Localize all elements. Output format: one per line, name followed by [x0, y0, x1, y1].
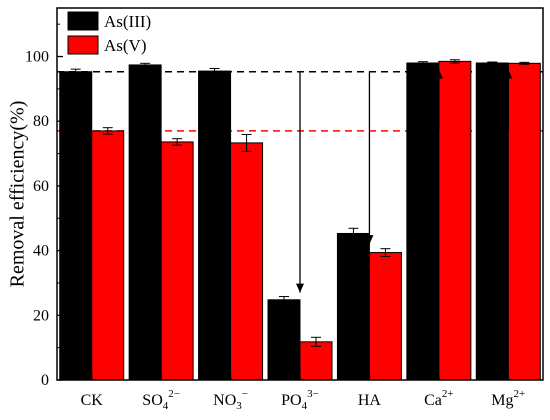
- annotation-arrow-4: [504, 69, 513, 131]
- bar-as3-2: [198, 70, 232, 381]
- error-bar-as5-1: [172, 138, 183, 146]
- error-bar-as3-3: [279, 296, 289, 304]
- y-tick-label: 80: [33, 113, 49, 130]
- x-tick-label-3: PO43−: [281, 388, 319, 412]
- error-bar-as3-2: [209, 67, 220, 75]
- bar-as3-5: [406, 62, 440, 381]
- annotation-arrow-3: [434, 69, 443, 131]
- x-tick-label-5: Ca2+: [424, 388, 454, 409]
- axis-layer: 0 20 40 60 80 100 CK SO42− NO3− PO43− HA Ca2+ Mg2+: [25, 23, 525, 412]
- x-tick-label-0: CK: [81, 392, 104, 409]
- y-tick-label: 0: [41, 372, 49, 389]
- error-bar-as3-5: [417, 61, 428, 65]
- arrow-head: [365, 235, 374, 245]
- x-tick-label-1: SO42−: [142, 388, 180, 412]
- legend-label-1: As(III): [104, 12, 151, 31]
- arrow-head: [296, 283, 304, 293]
- error-bar-as5-0: [102, 127, 113, 135]
- x-tick-label-6: Mg2+: [491, 388, 525, 409]
- annotation-arrow-1: [296, 71, 304, 293]
- bar-as5-0: [91, 130, 125, 381]
- error-bar-as3-0: [70, 68, 81, 75]
- error-bar-as5-6: [519, 61, 530, 65]
- legend-swatch-2: [67, 35, 99, 55]
- bar-as3-1: [128, 64, 162, 381]
- arrow-head: [504, 69, 513, 79]
- y-tick-label: 60: [33, 178, 49, 195]
- y-axis-title: Removal efficiency(%): [7, 101, 29, 288]
- bar-as3-4: [336, 232, 370, 381]
- legend: As(III) As(V): [67, 11, 151, 55]
- y-tick-label: 100: [25, 49, 49, 66]
- bar-as3-3: [267, 299, 301, 381]
- error-bar-as5-5: [449, 59, 460, 64]
- y-tick-label: 20: [33, 307, 49, 324]
- bar-as5-6: [507, 62, 541, 381]
- x-tick-label-4: HA: [358, 392, 382, 409]
- bar-as5-4: [368, 252, 402, 381]
- error-bar-as3-6: [487, 61, 498, 65]
- error-bar-as3-4: [348, 227, 359, 240]
- bar-as5-5: [438, 60, 472, 381]
- x-tick-label-2: NO3−: [213, 388, 248, 412]
- error-bar-as3-1: [140, 62, 151, 68]
- error-bar-as5-2: [241, 133, 252, 152]
- error-bar-as5-4: [380, 248, 391, 257]
- bar-as3-6: [475, 62, 509, 381]
- annotation-arrow-2: [365, 71, 374, 245]
- arrow-head: [434, 69, 443, 79]
- plot-layer: [57, 59, 543, 381]
- y-tick-label: 40: [33, 243, 49, 260]
- bar-as3-0: [59, 71, 93, 381]
- bar-as5-1: [160, 141, 194, 381]
- legend-swatch-1: [67, 11, 99, 31]
- error-bar-as5-3: [311, 336, 321, 347]
- bar-as5-3: [299, 341, 333, 381]
- bar-as5-2: [230, 142, 264, 381]
- legend-label-2: As(V): [104, 36, 147, 55]
